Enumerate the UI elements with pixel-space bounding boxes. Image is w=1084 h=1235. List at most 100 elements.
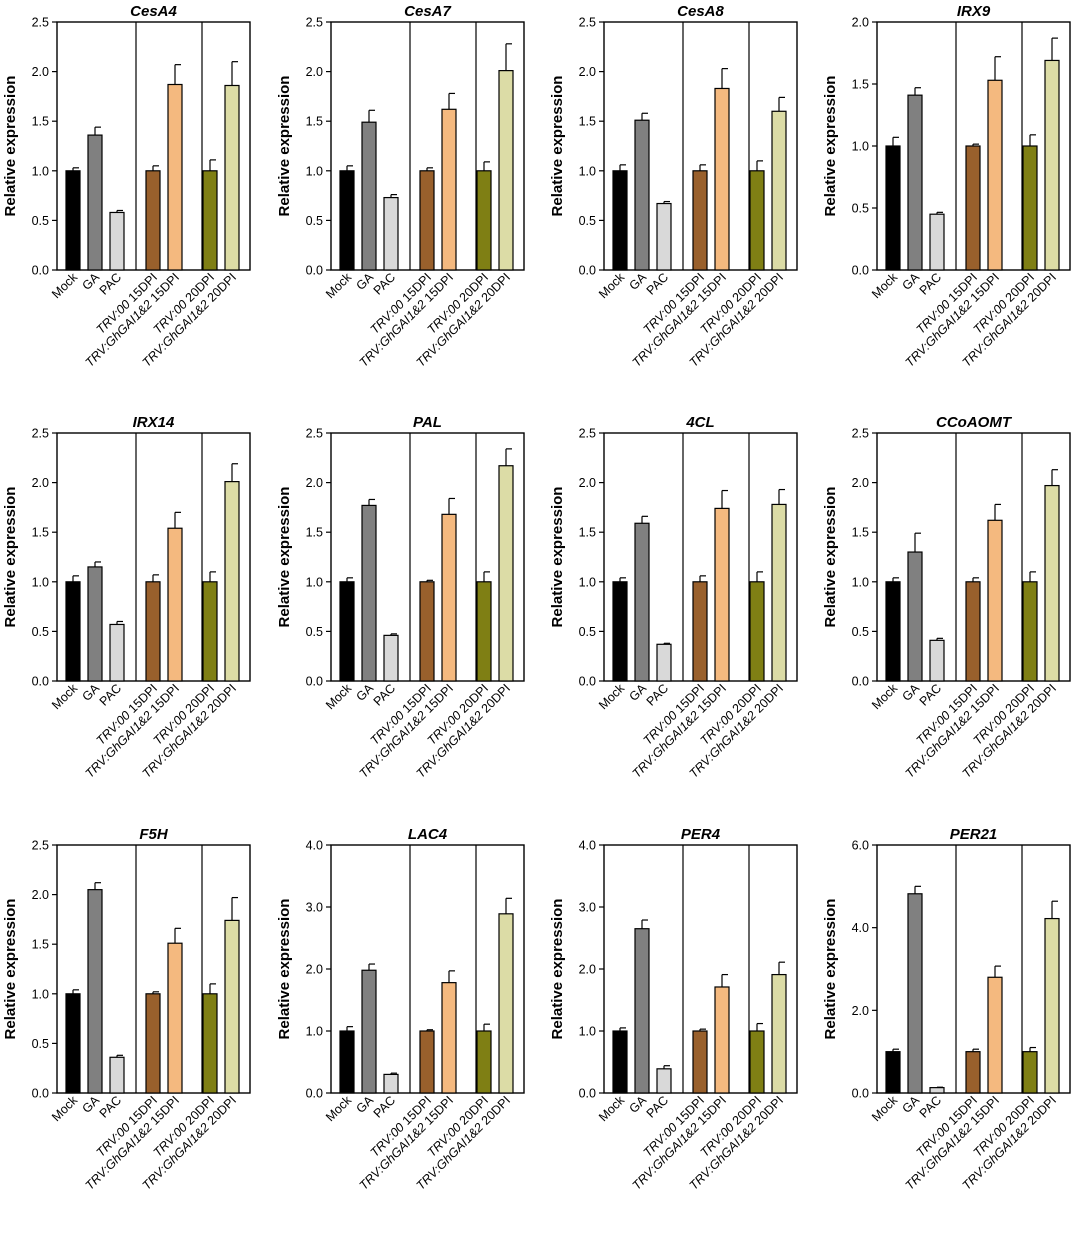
y-tick-label: 2.5 bbox=[579, 427, 596, 441]
bar-7 bbox=[224, 84, 240, 271]
chart-panel-cesa8: CesA8 Relative expression 0.0 0.5 1.0 1.5 2.0 2… bbox=[549, 3, 798, 370]
bar-1 bbox=[339, 1030, 355, 1094]
bar-1 bbox=[65, 170, 81, 271]
y-tick-label: 4.0 bbox=[852, 921, 869, 935]
y-axis-label: Relative expression bbox=[2, 487, 19, 628]
y-tick-label: 0.5 bbox=[852, 625, 869, 639]
bar-7 bbox=[771, 503, 787, 682]
bar-2 bbox=[907, 94, 923, 271]
y-tick-label: 2.0 bbox=[579, 65, 596, 79]
bar-5 bbox=[441, 108, 457, 271]
x-category-label: Mock bbox=[869, 270, 901, 302]
y-axis-label: Relative expression bbox=[822, 76, 839, 217]
y-axis-label: Relative expression bbox=[276, 487, 293, 628]
bar-3 bbox=[109, 211, 125, 271]
y-tick-label: 3.0 bbox=[306, 901, 323, 915]
y-tick-label: 1.5 bbox=[579, 115, 596, 129]
y-tick-label: 2.0 bbox=[32, 65, 49, 79]
bar-6 bbox=[749, 170, 765, 271]
x-category-label: PAC bbox=[644, 681, 671, 708]
x-category-label: PAC bbox=[371, 270, 398, 297]
bar-2 bbox=[87, 566, 103, 682]
y-tick-label: 0.0 bbox=[852, 675, 869, 689]
x-category-label: Mock bbox=[323, 1093, 355, 1125]
panel-title: PER21 bbox=[950, 826, 998, 843]
y-tick-label: 2.5 bbox=[32, 427, 49, 441]
x-category-label: PAC bbox=[644, 270, 671, 297]
bar-5 bbox=[987, 519, 1003, 682]
y-tick-label: 1.0 bbox=[306, 1025, 323, 1039]
y-tick-label: 0.5 bbox=[852, 202, 869, 216]
bar-1 bbox=[339, 581, 355, 682]
chart-panel-per4: PER4 Relative expression 0.0 1.0 2.0 3.0 4.0 Mo… bbox=[549, 826, 798, 1193]
bar-4 bbox=[419, 170, 435, 271]
y-axis-label: Relative expression bbox=[2, 76, 19, 217]
y-tick-label: 1.5 bbox=[852, 526, 869, 540]
chart-panel-lac4: LAC4 Relative expression 0.0 1.0 2.0 3.0 4.0 Mo… bbox=[276, 826, 525, 1193]
bar-6 bbox=[1022, 581, 1038, 682]
y-tick-label: 1.0 bbox=[306, 164, 323, 178]
bar-7 bbox=[771, 110, 787, 271]
y-axis-label: Relative expression bbox=[549, 76, 566, 217]
y-tick-label: 1.0 bbox=[852, 575, 869, 589]
bar-3 bbox=[656, 643, 672, 682]
y-tick-label: 2.0 bbox=[852, 1004, 869, 1018]
bar-5 bbox=[167, 83, 183, 271]
y-tick-label: 0.5 bbox=[32, 625, 49, 639]
bar-2 bbox=[87, 134, 103, 271]
panel-title: F5H bbox=[139, 826, 169, 843]
bar-6 bbox=[476, 581, 492, 682]
chart-panel-irx14: IRX14 Relative expression 0.0 0.5 1.0 1.5 2.0 2… bbox=[2, 414, 251, 781]
y-axis-label: Relative expression bbox=[276, 76, 293, 217]
y-tick-label: 1.0 bbox=[579, 575, 596, 589]
bar-3 bbox=[109, 623, 125, 682]
chart-panel-pal: PAL Relative expression 0.0 0.5 1.0 1.5 2.0 2.5… bbox=[276, 414, 525, 781]
y-tick-label: 0.0 bbox=[852, 264, 869, 278]
y-tick-label: 0.0 bbox=[579, 264, 596, 278]
panel-title: PAL bbox=[413, 414, 442, 431]
y-tick-label: 1.5 bbox=[852, 78, 869, 92]
y-tick-label: 1.5 bbox=[32, 115, 49, 129]
chart-panel-irx9: IRX9 Relative expression 0.0 0.5 1.0 1.5 2.0 Mo… bbox=[822, 3, 1071, 370]
y-tick-label: 6.0 bbox=[852, 839, 869, 853]
x-category-label: Mock bbox=[49, 681, 81, 713]
bar-5 bbox=[167, 942, 183, 1094]
y-tick-label: 1.5 bbox=[579, 526, 596, 540]
panel-title: 4CL bbox=[685, 414, 714, 431]
y-axis-label: Relative expression bbox=[549, 487, 566, 628]
y-tick-label: 1.5 bbox=[306, 526, 323, 540]
bar-4 bbox=[145, 170, 161, 271]
y-tick-label: 1.0 bbox=[32, 164, 49, 178]
bar-4 bbox=[965, 1051, 981, 1094]
y-tick-label: 2.0 bbox=[852, 476, 869, 490]
x-category-label: Mock bbox=[596, 270, 628, 302]
y-axis-label: Relative expression bbox=[822, 487, 839, 628]
y-tick-label: 2.5 bbox=[32, 839, 49, 853]
x-category-label: Mock bbox=[323, 681, 355, 713]
bar-6 bbox=[202, 993, 218, 1094]
bar-6 bbox=[202, 581, 218, 682]
panel-title: IRX9 bbox=[957, 3, 991, 20]
panel-title: CesA4 bbox=[130, 3, 177, 20]
y-tick-label: 0.0 bbox=[306, 264, 323, 278]
y-tick-label: 1.0 bbox=[852, 140, 869, 154]
bar-1 bbox=[612, 581, 628, 682]
bar-4 bbox=[145, 581, 161, 682]
bar-1 bbox=[885, 145, 901, 271]
panel-title: CCoAOMT bbox=[936, 414, 1013, 431]
panel-title: CesA8 bbox=[677, 3, 724, 20]
bar-2 bbox=[907, 893, 923, 1094]
y-tick-label: 2.0 bbox=[852, 16, 869, 30]
y-tick-label: 2.0 bbox=[306, 65, 323, 79]
bar-3 bbox=[656, 202, 672, 271]
bar-3 bbox=[383, 196, 399, 271]
bar-6 bbox=[202, 170, 218, 271]
x-category-label: Mock bbox=[869, 1093, 901, 1125]
bar-6 bbox=[749, 1030, 765, 1094]
y-tick-label: 0.5 bbox=[306, 625, 323, 639]
bar-3 bbox=[383, 634, 399, 682]
bar-7 bbox=[771, 973, 787, 1094]
bar-4 bbox=[965, 145, 981, 271]
y-tick-label: 2.0 bbox=[579, 963, 596, 977]
